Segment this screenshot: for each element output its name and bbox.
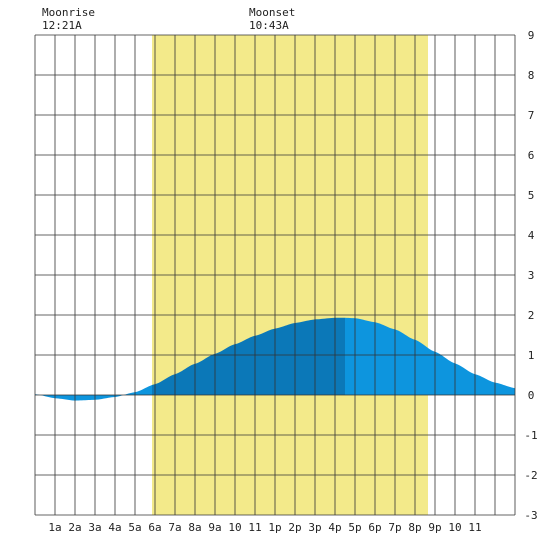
x-tick-label: 7a [168,521,181,534]
x-tick-label: 11 [248,521,261,534]
x-tick-label: 5p [348,521,361,534]
y-tick-label: 0 [528,389,535,402]
y-axis-tick-labels: 9 8 7 6 5 4 3 2 1 0 -1 -2 -3 [524,29,537,522]
x-tick-label: 2a [68,521,81,534]
moonrise-annotation: Moonrise 12:21A [42,6,95,32]
y-tick-label: 3 [528,269,535,282]
y-tick-label: 4 [528,229,535,242]
y-tick-label: 8 [528,69,535,82]
x-tick-label: 4p [328,521,341,534]
moonset-label: Moonset [249,6,296,19]
tide-area [35,317,515,401]
chart-grid [34,34,516,516]
y-tick-label: 6 [528,149,535,162]
y-tick-label: 5 [528,189,535,202]
y-tick-label: -3 [524,509,537,522]
x-tick-label: 9a [208,521,221,534]
tide-area-rising [152,317,345,395]
x-tick-label: 8a [188,521,201,534]
moonrise-time: 12:21A [42,19,82,32]
tide-area-night [35,385,152,401]
tide-area-falling [345,317,515,395]
x-tick-label: 6p [368,521,381,534]
moonrise-label: Moonrise [42,6,95,19]
x-tick-label: 2p [288,521,301,534]
x-tick-label: 7p [388,521,401,534]
y-tick-label: -2 [524,469,537,482]
x-tick-label: 1p [268,521,281,534]
moonset-time: 10:43A [249,19,289,32]
x-tick-label: 8p [408,521,421,534]
y-tick-label: 1 [528,349,535,362]
x-axis-tick-labels: 1a 2a 3a 4a 5a 6a 7a 8a 9a 10 11 1p 2p 3p 4p 5p 6p 7p 8p 9p… [48,521,481,534]
x-tick-label: 3a [88,521,101,534]
x-tick-label: 3p [308,521,321,534]
y-tick-label: 9 [528,29,535,42]
x-tick-label: 11 [468,521,481,534]
x-tick-label: 10 [448,521,461,534]
moonset-annotation: Moonset 10:43A [249,6,295,32]
x-tick-label: 1a [48,521,61,534]
x-tick-label: 4a [108,521,121,534]
x-tick-label: 9p [428,521,441,534]
x-tick-label: 10 [228,521,241,534]
y-tick-label: 7 [528,109,535,122]
y-tick-label: -1 [524,429,537,442]
x-tick-label: 6a [148,521,161,534]
x-tick-label: 5a [128,521,141,534]
y-tick-label: 2 [528,309,535,322]
